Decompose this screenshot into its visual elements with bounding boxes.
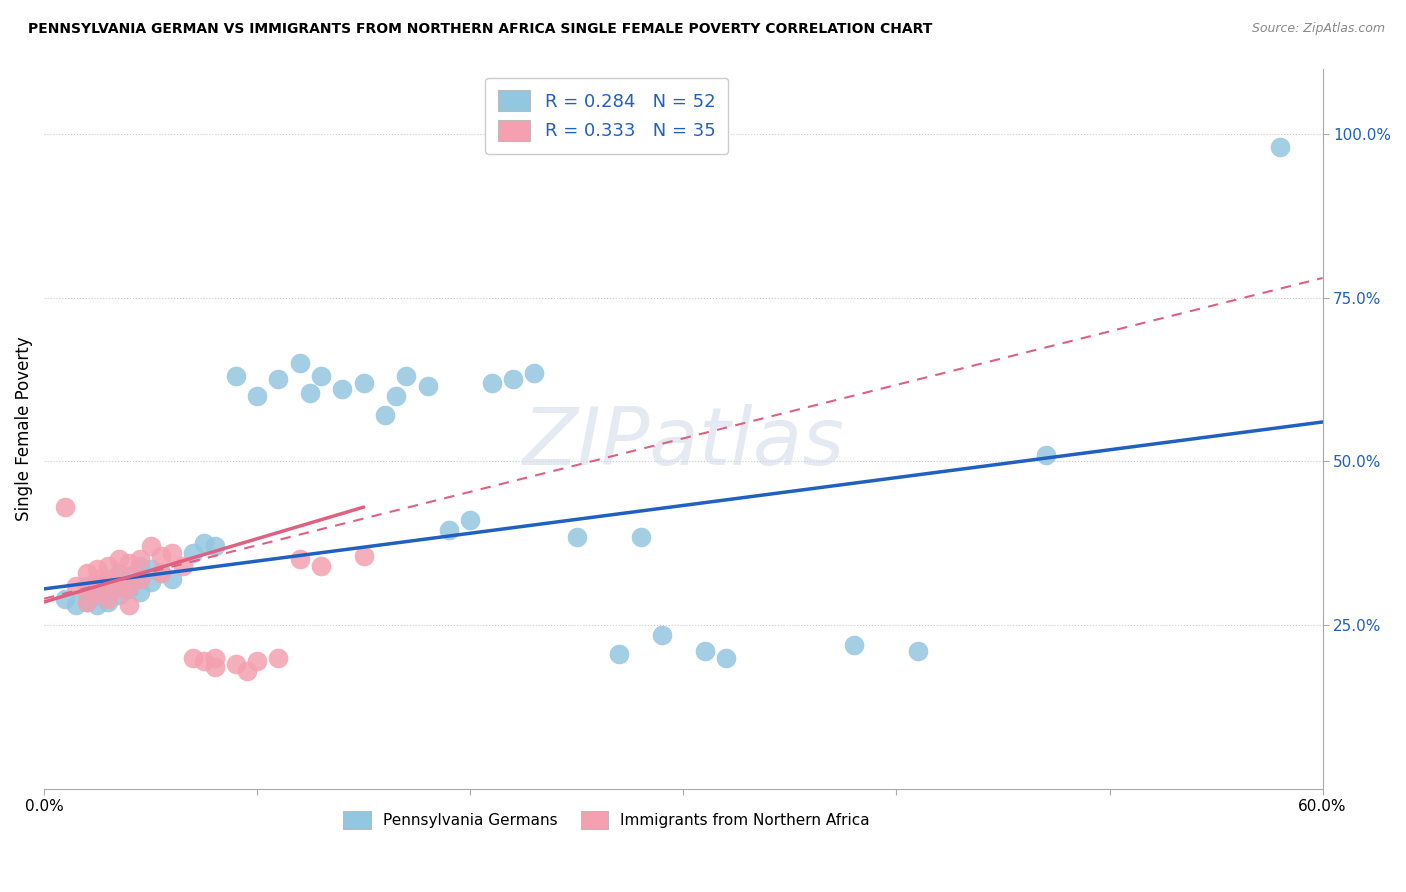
Point xyxy=(97,595,120,609)
Point xyxy=(107,566,129,580)
Point xyxy=(160,572,183,586)
Point xyxy=(225,657,247,672)
Point xyxy=(76,579,98,593)
Point xyxy=(193,536,215,550)
Point xyxy=(107,552,129,566)
Point xyxy=(299,385,322,400)
Text: PENNSYLVANIA GERMAN VS IMMIGRANTS FROM NORTHERN AFRICA SINGLE FEMALE POVERTY COR: PENNSYLVANIA GERMAN VS IMMIGRANTS FROM N… xyxy=(28,22,932,37)
Point xyxy=(437,523,460,537)
Point xyxy=(76,595,98,609)
Point xyxy=(172,559,194,574)
Point xyxy=(55,591,77,606)
Point xyxy=(384,389,406,403)
Point xyxy=(129,552,152,566)
Point xyxy=(204,539,226,553)
Point xyxy=(374,409,396,423)
Point xyxy=(353,549,375,563)
Point xyxy=(309,559,332,574)
Point xyxy=(714,650,737,665)
Point xyxy=(107,579,129,593)
Point xyxy=(118,556,141,570)
Point xyxy=(1035,448,1057,462)
Point xyxy=(609,648,631,662)
Point xyxy=(842,638,865,652)
Point xyxy=(129,572,152,586)
Point xyxy=(86,579,108,593)
Point xyxy=(107,582,129,596)
Point xyxy=(246,389,269,403)
Point xyxy=(193,654,215,668)
Point xyxy=(150,549,173,563)
Legend: Pennsylvania Germans, Immigrants from Northern Africa: Pennsylvania Germans, Immigrants from No… xyxy=(337,805,876,835)
Point xyxy=(129,585,152,599)
Point xyxy=(97,591,120,606)
Point xyxy=(139,575,162,590)
Text: Source: ZipAtlas.com: Source: ZipAtlas.com xyxy=(1251,22,1385,36)
Point xyxy=(502,372,524,386)
Point xyxy=(651,628,673,642)
Point xyxy=(107,569,129,583)
Point xyxy=(907,644,929,658)
Point xyxy=(267,372,290,386)
Text: ZIPatlas: ZIPatlas xyxy=(522,404,845,482)
Point xyxy=(565,529,588,543)
Point xyxy=(204,660,226,674)
Point xyxy=(86,585,108,599)
Point xyxy=(1268,140,1291,154)
Point xyxy=(97,585,120,599)
Point xyxy=(97,559,120,574)
Point xyxy=(267,650,290,665)
Point xyxy=(160,546,183,560)
Point xyxy=(107,589,129,603)
Point xyxy=(246,654,269,668)
Point xyxy=(86,562,108,576)
Point xyxy=(693,644,716,658)
Point xyxy=(86,572,108,586)
Point xyxy=(139,562,162,576)
Point xyxy=(288,552,311,566)
Point xyxy=(150,566,173,580)
Point xyxy=(353,376,375,390)
Point xyxy=(118,579,141,593)
Point xyxy=(86,599,108,613)
Point xyxy=(332,382,354,396)
Point xyxy=(118,582,141,596)
Point xyxy=(523,366,546,380)
Point xyxy=(76,595,98,609)
Point xyxy=(76,585,98,599)
Point xyxy=(181,546,204,560)
Point xyxy=(55,500,77,514)
Point xyxy=(150,566,173,580)
Point xyxy=(97,572,120,586)
Point xyxy=(630,529,652,543)
Point xyxy=(481,376,503,390)
Point xyxy=(225,369,247,384)
Point xyxy=(129,559,152,574)
Point xyxy=(65,599,87,613)
Point xyxy=(181,650,204,665)
Y-axis label: Single Female Poverty: Single Female Poverty xyxy=(15,336,32,521)
Point xyxy=(76,566,98,580)
Point xyxy=(288,356,311,370)
Point xyxy=(458,513,481,527)
Point xyxy=(204,650,226,665)
Point xyxy=(139,539,162,553)
Point xyxy=(86,589,108,603)
Point xyxy=(129,572,152,586)
Point xyxy=(309,369,332,384)
Point xyxy=(235,664,257,678)
Point xyxy=(395,369,418,384)
Point xyxy=(65,579,87,593)
Point xyxy=(118,599,141,613)
Point xyxy=(97,575,120,590)
Point xyxy=(416,379,439,393)
Point xyxy=(118,569,141,583)
